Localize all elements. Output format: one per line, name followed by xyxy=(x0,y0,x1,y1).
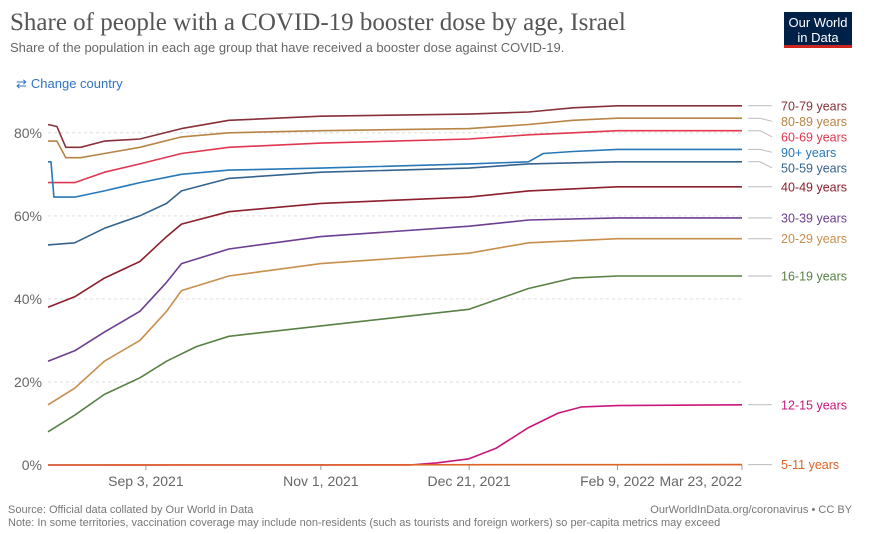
footnote: Note: In some territories, vaccination c… xyxy=(8,517,721,529)
source-note: Source: Official data collated by Our Wo… xyxy=(8,504,254,516)
series-line-60-69-years xyxy=(48,129,742,184)
x-tick-label: Sep 3, 2021 xyxy=(108,473,184,489)
series-line-16-19-years xyxy=(47,275,742,433)
series-layer xyxy=(47,105,743,466)
legend-label: 60-69 years xyxy=(781,130,847,144)
swap-arrows-icon: ⇄ xyxy=(16,76,27,91)
change-country-button[interactable]: ⇄ Change country xyxy=(16,76,123,92)
x-tick-layer: Sep 3, 2021 Nov 1, 2021 Dec 21, 2021 Feb 9,… xyxy=(108,465,743,489)
legend-label: 90+ years xyxy=(781,146,836,160)
chart-subtitle: Share of the population in each age grou… xyxy=(10,40,565,55)
y-tick-label: 40% xyxy=(14,291,42,307)
change-country-label: Change country xyxy=(30,76,123,91)
legend-label: 80-89 years xyxy=(781,115,847,129)
y-tick-layer: 0% 20% 40% 60% 80% xyxy=(14,125,42,473)
legend-connector xyxy=(748,148,773,153)
y-tick-label: 0% xyxy=(22,457,42,473)
series-line-70-79-years xyxy=(47,105,742,149)
x-tick-label: Dec 21, 2021 xyxy=(427,473,510,489)
y-tick-label: 80% xyxy=(14,125,42,141)
y-tick-label: 60% xyxy=(14,208,42,224)
series-line-90-years xyxy=(48,148,742,198)
chart-title: Share of people with a COVID-19 booster … xyxy=(10,9,626,36)
legend-label: 20-29 years xyxy=(781,232,847,246)
legend-label: 40-49 years xyxy=(781,180,847,194)
source-url[interactable]: OurWorldInData.org/coronavirus • CC BY xyxy=(650,504,852,516)
series-line-12-15-years xyxy=(48,404,743,466)
legend-label: 30-39 years xyxy=(781,211,847,225)
legend-label: 16-19 years xyxy=(781,270,847,284)
logo-line-1: Our World xyxy=(788,15,848,30)
y-tick-label: 20% xyxy=(14,374,42,390)
legend-connector xyxy=(748,161,773,169)
owid-logo[interactable]: Our World in Data xyxy=(784,12,852,48)
series-line-80-89-years xyxy=(48,117,742,159)
series-line-40-49-years xyxy=(47,186,742,308)
legend-label: 12-15 years xyxy=(781,398,847,412)
x-tick-label: Nov 1, 2021 xyxy=(283,473,359,489)
legend-label: 70-79 years xyxy=(781,99,847,113)
legend-connector xyxy=(748,117,773,122)
series-line-20-29-years xyxy=(47,237,742,406)
series-line-50-59-years xyxy=(47,161,742,246)
legend-label: 5-11 years xyxy=(781,458,839,472)
x-tick-label: Feb 9, 2022 xyxy=(580,473,655,489)
logo-line-2: in Data xyxy=(797,30,839,45)
series-line-30-39-years xyxy=(47,217,742,362)
legend-connector xyxy=(748,130,773,138)
x-tick-label: Mar 23, 2022 xyxy=(660,473,743,489)
legend-label: 50-59 years xyxy=(781,161,847,175)
